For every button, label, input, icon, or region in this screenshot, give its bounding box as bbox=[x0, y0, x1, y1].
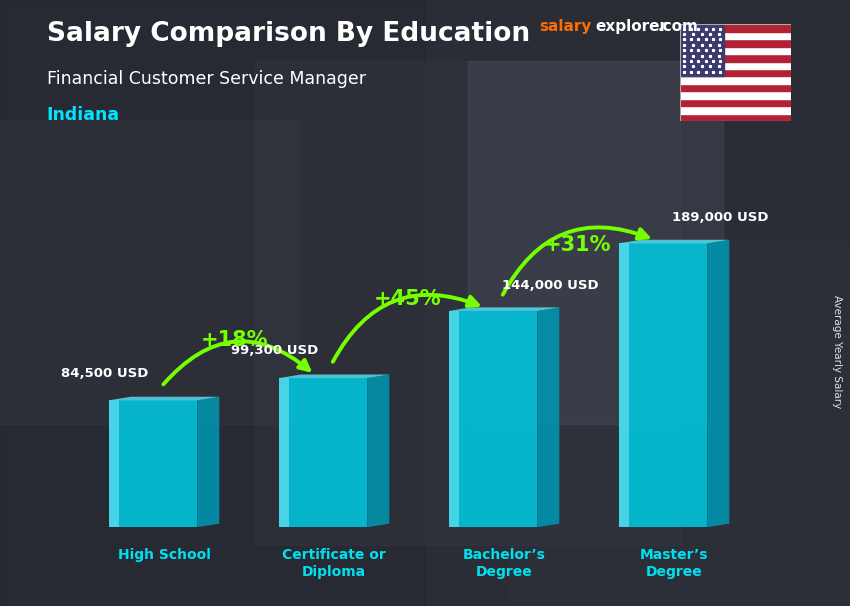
Text: +45%: +45% bbox=[374, 288, 442, 308]
Bar bbox=[680, 69, 790, 76]
Text: High School: High School bbox=[117, 548, 211, 562]
Text: Salary Comparison By Education: Salary Comparison By Education bbox=[47, 21, 530, 47]
Text: 189,000 USD: 189,000 USD bbox=[672, 211, 768, 224]
Bar bbox=[680, 92, 790, 99]
Polygon shape bbox=[619, 244, 629, 527]
Bar bbox=[468, 61, 722, 424]
Text: 84,500 USD: 84,500 USD bbox=[60, 367, 148, 379]
Bar bbox=[510, 242, 850, 606]
Text: 99,300 USD: 99,300 USD bbox=[230, 344, 318, 358]
Polygon shape bbox=[279, 378, 289, 527]
Bar bbox=[680, 84, 790, 92]
Polygon shape bbox=[197, 397, 219, 527]
Bar bbox=[680, 106, 790, 114]
Text: +18%: +18% bbox=[201, 330, 269, 350]
Bar bbox=[680, 47, 790, 54]
Bar bbox=[680, 24, 790, 32]
Polygon shape bbox=[109, 397, 219, 401]
Polygon shape bbox=[449, 311, 459, 527]
Text: .com: .com bbox=[657, 19, 698, 35]
Text: Financial Customer Service Manager: Financial Customer Service Manager bbox=[47, 70, 366, 88]
Polygon shape bbox=[109, 401, 197, 527]
Text: Indiana: Indiana bbox=[47, 106, 120, 124]
Polygon shape bbox=[619, 244, 707, 527]
Bar bbox=[680, 24, 724, 76]
Text: Certificate or
Diploma: Certificate or Diploma bbox=[282, 548, 386, 579]
Bar bbox=[680, 76, 790, 84]
Polygon shape bbox=[619, 240, 729, 244]
Polygon shape bbox=[707, 240, 729, 527]
Bar bbox=[680, 114, 790, 121]
Bar bbox=[0, 0, 425, 606]
Text: Bachelor’s
Degree: Bachelor’s Degree bbox=[462, 548, 546, 579]
Text: 144,000 USD: 144,000 USD bbox=[502, 279, 598, 292]
Polygon shape bbox=[449, 311, 537, 527]
Bar bbox=[680, 32, 790, 39]
Text: explorer: explorer bbox=[595, 19, 667, 35]
Text: Master’s
Degree: Master’s Degree bbox=[640, 548, 708, 579]
Polygon shape bbox=[279, 375, 389, 378]
Text: +31%: +31% bbox=[544, 235, 612, 255]
Polygon shape bbox=[109, 401, 119, 527]
Bar bbox=[680, 62, 790, 69]
Bar bbox=[680, 39, 790, 47]
Bar bbox=[0, 121, 298, 424]
Polygon shape bbox=[537, 307, 559, 527]
Bar bbox=[680, 99, 790, 106]
Text: salary: salary bbox=[540, 19, 592, 35]
Polygon shape bbox=[279, 378, 367, 527]
Polygon shape bbox=[449, 307, 559, 311]
Bar bbox=[255, 61, 680, 545]
Text: Average Yearly Salary: Average Yearly Salary bbox=[832, 295, 842, 408]
Polygon shape bbox=[367, 375, 389, 527]
Bar bbox=[680, 54, 790, 62]
